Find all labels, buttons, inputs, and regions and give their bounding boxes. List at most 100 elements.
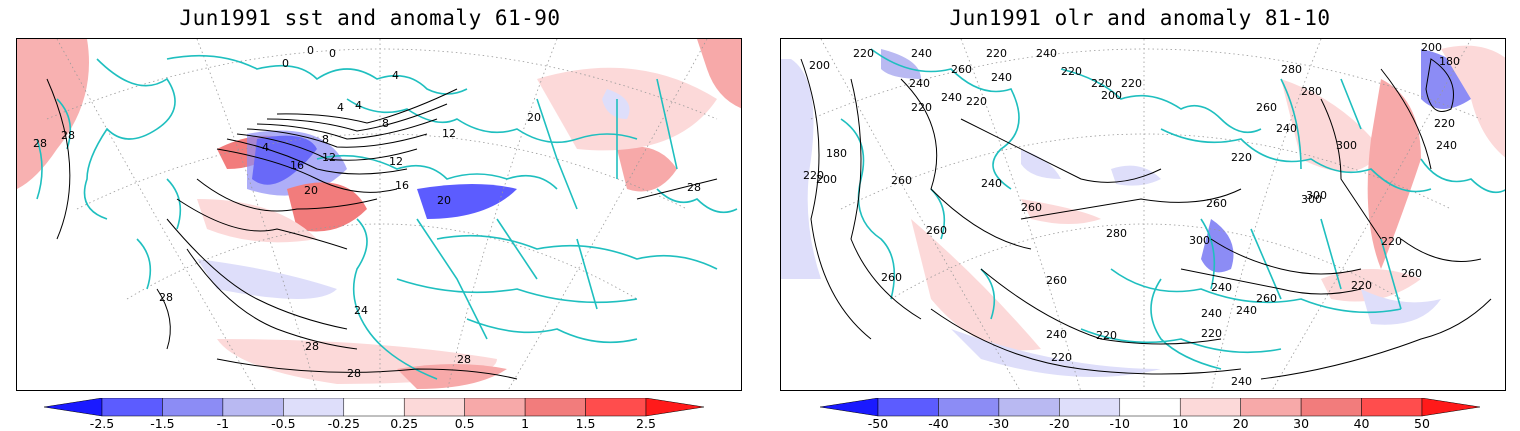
- colorbar-arrow-low: [820, 398, 879, 417]
- olr-colorbar-svg: [820, 398, 1480, 417]
- contour-label: 28: [457, 353, 471, 366]
- contour-label: 260: [881, 271, 902, 284]
- contour-label: 200: [1421, 41, 1442, 54]
- sst-coastlines: [36, 54, 738, 380]
- colorbar-tick-label: 20: [1232, 416, 1249, 431]
- contour-label: 220: [966, 95, 987, 108]
- contour-label: 200: [1101, 89, 1122, 102]
- contour-label: 0: [307, 44, 314, 57]
- olr-title: Jun1991 olr and anomaly 81-10: [949, 6, 1331, 30]
- contour-label: 20: [304, 184, 318, 197]
- contour-label: 220: [1201, 327, 1222, 340]
- colorbar-tick-label: -40: [928, 416, 949, 431]
- contour-label: 220: [911, 101, 932, 114]
- contour-label: 260: [1021, 201, 1042, 214]
- contour-label: 260: [1256, 292, 1277, 305]
- colorbar-box: [222, 398, 284, 417]
- contour-label: 240: [911, 47, 932, 60]
- colorbar-tick-label: 0.25: [390, 416, 419, 431]
- colorbar-box: [524, 398, 586, 417]
- colorbar-box: [585, 398, 647, 417]
- contour-label: 260: [1206, 197, 1227, 210]
- olr-map[interactable]: 220 240 200 220 240 260 240 220 200 240 …: [780, 38, 1506, 391]
- contour-label: 20: [437, 194, 451, 207]
- contour-label: 4: [355, 99, 362, 112]
- contour-label: 220: [1351, 279, 1372, 292]
- colorbar-tick-label: 50: [1414, 416, 1430, 431]
- contour-label: 240: [1211, 281, 1232, 294]
- colorbar-tick-label: -0.5: [271, 416, 296, 431]
- contour-label: 260: [1401, 267, 1422, 280]
- colorbar-tick-label: 40: [1353, 416, 1370, 431]
- contour-label: 0: [329, 47, 336, 60]
- contour-label: 240: [1046, 328, 1067, 341]
- contour-label: 220: [853, 47, 874, 60]
- contour-label: 200: [809, 59, 830, 72]
- colorbar-tick-label: -50: [867, 416, 889, 431]
- contour-label: 220: [1051, 351, 1072, 364]
- contour-label: 220: [1096, 329, 1117, 342]
- colorbar-tick-label: 30: [1293, 416, 1310, 431]
- colorbar-box: [938, 398, 1000, 417]
- olr-graticule: [810, 39, 1482, 390]
- sst-colorbar-svg: [44, 398, 704, 417]
- contour-label: 260: [951, 63, 972, 76]
- sst-panel: Jun1991 sst and anomaly 61-90: [0, 0, 742, 431]
- colorbar-tick-label: 1.5: [575, 416, 596, 431]
- colorbar-box: [464, 398, 526, 417]
- colorbar-box: [877, 398, 939, 417]
- contour-label: 0: [282, 57, 289, 70]
- colorbar-arrow-low: [44, 398, 103, 417]
- contour-label: 4: [337, 101, 344, 114]
- contour-label: 220: [1091, 77, 1112, 90]
- colorbar-tick-label: 0.5: [454, 416, 475, 431]
- contour-label: 28: [159, 291, 173, 304]
- colorbar-box: [1059, 398, 1121, 417]
- contour-label: 240: [1201, 307, 1222, 320]
- contour-label: 16: [290, 159, 304, 172]
- colorbar-box: [162, 398, 224, 417]
- contour-label: 240: [941, 91, 962, 104]
- colorbar-tick-label: -20: [1049, 416, 1070, 431]
- colorbar-arrow-high: [1421, 398, 1480, 417]
- contour-label: 12: [389, 155, 403, 168]
- contour-label: 4: [392, 69, 399, 82]
- contour-label-bottom: 28: [347, 367, 361, 380]
- contour-label: 16: [395, 179, 409, 192]
- contour-label: 260: [1256, 101, 1277, 114]
- colorbar-box: [1240, 398, 1302, 417]
- sst-map-svg: 0 0 0 4 4 4 8 4 8 12 12 16 16 20 20 28 2…: [17, 39, 741, 390]
- contour-label: 220: [1231, 151, 1252, 164]
- contour-label: 260: [926, 224, 947, 237]
- sst-anomaly-shading: [17, 39, 741, 389]
- colorbar-box: [403, 398, 465, 417]
- colorbar-tick-label: 2.5: [636, 416, 656, 431]
- contour-label: 220: [986, 47, 1007, 60]
- contour-label: 280: [1301, 85, 1322, 98]
- contour-label: 220: [803, 169, 824, 182]
- contour-label: 12: [442, 127, 456, 140]
- contour-label: 28: [33, 137, 47, 150]
- colorbar-box: [1179, 398, 1241, 417]
- olr-contour-labels: 220 240 200 220 240 260 240 220 200 240 …: [803, 41, 1460, 388]
- contour-label: 240: [1236, 304, 1257, 317]
- contour-label: 300: [1189, 234, 1210, 247]
- contour-label: 260: [891, 174, 912, 187]
- colorbar-box: [1300, 398, 1362, 417]
- colorbar-box: [343, 398, 405, 417]
- contour-label: 300: [1301, 193, 1322, 206]
- colorbar-tick-label: 10: [1172, 416, 1189, 431]
- sst-title: Jun1991 sst and anomaly 61-90: [179, 6, 561, 30]
- colorbar-box: [283, 398, 345, 417]
- sst-map[interactable]: 0 0 0 4 4 4 8 4 8 12 12 16 16 20 20 28 2…: [16, 38, 742, 391]
- colorbar-tick-label: -2.5: [89, 416, 115, 431]
- colorbar-tick-label: -10: [1109, 416, 1130, 431]
- colorbar-tick-label: -1.5: [150, 416, 175, 431]
- colorbar-box: [998, 398, 1060, 417]
- contour-label: 28: [61, 129, 75, 142]
- sst-contour-labels: 0 0 0 4 4 4 8 4 8 12 12 16 16 20 20 28 2…: [33, 44, 701, 366]
- contour-label: 220: [1061, 65, 1082, 78]
- colorbar-box: [101, 398, 163, 417]
- contour-label: 220: [1121, 77, 1142, 90]
- olr-coastlines: [840, 48, 1505, 370]
